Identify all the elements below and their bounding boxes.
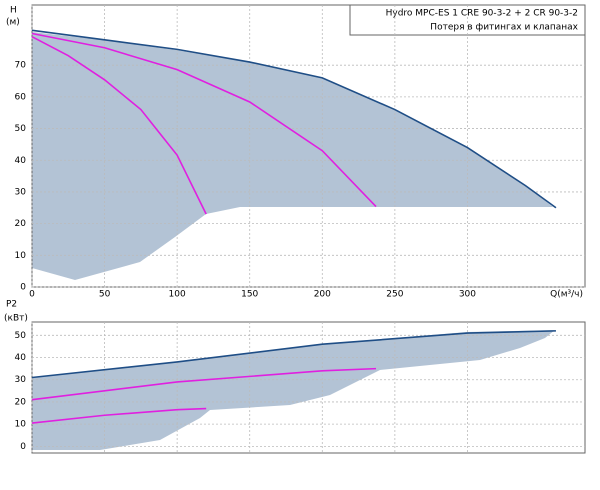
y-axis-unit: (кВт) xyxy=(4,314,28,324)
y-tick-label: 10 xyxy=(15,251,27,261)
series-line xyxy=(31,32,377,208)
y-tick-label: 70 xyxy=(15,61,27,71)
series-line xyxy=(31,29,557,209)
x-tick-label: 150 xyxy=(241,290,258,300)
y-axis-label: P2 xyxy=(6,300,17,310)
x-axis-label: Q(м³/ч) xyxy=(550,290,583,300)
y-tick-label: 40 xyxy=(15,156,27,166)
y-tick-label: 40 xyxy=(15,353,27,363)
y-tick-label: 10 xyxy=(15,420,27,430)
x-tick-label: 300 xyxy=(459,290,476,300)
series-line xyxy=(31,367,377,401)
x-tick-label: 100 xyxy=(169,290,186,300)
series-line xyxy=(31,407,207,424)
y-tick-label: 30 xyxy=(15,187,27,197)
shaded-region xyxy=(32,32,553,280)
x-tick-label: 50 xyxy=(99,290,111,300)
y-tick-label: 0 xyxy=(20,283,26,293)
y-axis-label: H xyxy=(10,6,17,16)
legend-subtitle: Потеря в фитингах и клапанах xyxy=(430,23,578,33)
series-line xyxy=(31,330,556,379)
y-tick-label: 20 xyxy=(15,397,27,407)
y-tick-label: 60 xyxy=(15,92,27,102)
y-tick-label: 0 xyxy=(20,442,26,452)
legend-title: Hydro MPC-ES 1 CRE 90-3-2 + 2 CR 90-3-2 xyxy=(386,9,578,19)
y-tick-label: 20 xyxy=(15,219,27,229)
x-tick-label: 0 xyxy=(29,290,35,300)
y-axis-unit: (м) xyxy=(6,18,20,28)
shaded-region xyxy=(32,330,555,450)
x-tick-label: 200 xyxy=(314,290,331,300)
y-tick-label: 50 xyxy=(15,331,27,341)
y-tick-label: 50 xyxy=(15,124,27,134)
series-line xyxy=(31,35,207,215)
y-tick-label: 30 xyxy=(15,375,27,385)
x-tick-label: 250 xyxy=(386,290,403,300)
